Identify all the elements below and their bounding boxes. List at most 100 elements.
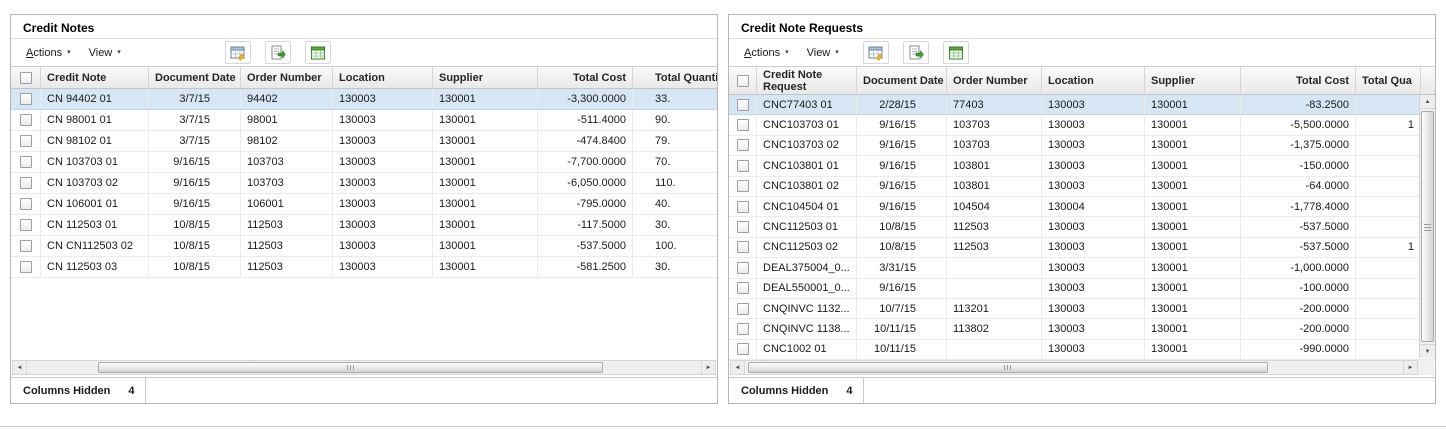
row-checkbox[interactable] bbox=[736, 159, 749, 172]
horizontal-scrollbar[interactable]: ◄ ► bbox=[12, 360, 716, 375]
cell-location: 130003 bbox=[1042, 258, 1145, 278]
table-row[interactable]: CN 98001 01 3/7/15 98001 130003 130001 -511.4… bbox=[11, 110, 717, 131]
row-checkbox[interactable] bbox=[736, 98, 749, 111]
table-row[interactable]: CNQINVC 1138... 10/11/15 113802 130003 13000… bbox=[729, 319, 1435, 340]
row-checkbox[interactable] bbox=[736, 261, 749, 274]
cell-order-number: 98102 bbox=[241, 131, 333, 151]
export-icon[interactable] bbox=[264, 41, 291, 64]
column-header-order-number[interactable]: Order Number bbox=[241, 67, 333, 88]
actions-menu-button[interactable]: Actions ▾ bbox=[17, 43, 80, 63]
column-header-supplier[interactable]: Supplier bbox=[1145, 67, 1241, 94]
column-header-document-date[interactable]: Document Date bbox=[857, 67, 947, 94]
column-header-location[interactable]: Location bbox=[1042, 67, 1145, 94]
row-checkbox[interactable] bbox=[19, 219, 32, 231]
horizontal-scrollbar[interactable]: ◄ ► bbox=[730, 360, 1418, 375]
cell-total-qua bbox=[1356, 339, 1421, 360]
cell-total-cost: -1,375.0000 bbox=[1241, 135, 1356, 156]
actions-menu-button[interactable]: Actions ▾ bbox=[735, 43, 798, 63]
row-checkbox[interactable] bbox=[736, 302, 749, 315]
table-row[interactable]: CNC1002 01 10/11/15 130003 130001 -990.0000 bbox=[729, 339, 1435, 361]
cell-document-date: 9/16/15 bbox=[857, 115, 947, 135]
scroll-down-arrow[interactable]: ▼ bbox=[1420, 344, 1435, 358]
table-row[interactable]: CN 106001 01 9/16/15 106001 130003 130001 -79… bbox=[11, 194, 717, 215]
vertical-scrollbar-thumb[interactable] bbox=[1421, 111, 1434, 342]
cell-total-cost: -7,700.0000 bbox=[538, 152, 633, 172]
row-checkbox[interactable] bbox=[19, 93, 32, 105]
row-checkbox[interactable] bbox=[19, 114, 32, 126]
row-checkbox[interactable] bbox=[736, 322, 749, 335]
row-checkbox[interactable] bbox=[736, 119, 749, 132]
cell-total-cost: -581.2500 bbox=[538, 257, 633, 277]
table-row[interactable]: DEAL550001_0... 9/16/15 130003 130001 -100.0… bbox=[729, 278, 1435, 299]
scroll-right-arrow[interactable]: ► bbox=[701, 361, 715, 374]
row-checkbox[interactable] bbox=[19, 198, 32, 210]
row-checkbox[interactable] bbox=[736, 139, 749, 152]
view-menu-button[interactable]: View ▾ bbox=[80, 43, 130, 63]
table-row[interactable]: CNC112503 01 10/8/15 112503 130003 130001 -53… bbox=[729, 217, 1435, 238]
column-header-total-qua[interactable]: Total Qua bbox=[1356, 67, 1421, 94]
table-row[interactable]: CN 112503 01 10/8/15 112503 130003 130001 -11… bbox=[11, 215, 717, 236]
cell-total-cost: -537.5000 bbox=[538, 236, 633, 256]
table-row[interactable]: CNC103703 02 9/16/15 103703 130003 130001 -1,… bbox=[729, 135, 1435, 157]
table-row[interactable]: CN 112503 03 10/8/15 112503 130003 130001 -58… bbox=[11, 257, 717, 278]
table-row[interactable]: CNC77403 01 2/28/15 77403 130003 130001 -83.2… bbox=[729, 95, 1435, 116]
row-checkbox[interactable] bbox=[19, 135, 32, 147]
table-row[interactable]: CN 103703 01 9/16/15 103703 130003 130001 -7,… bbox=[11, 152, 717, 173]
column-header-credit-note-request[interactable]: Credit Note Request bbox=[757, 67, 857, 94]
table-row[interactable]: CNC104504 01 9/16/15 104504 130004 130001 -1,… bbox=[729, 196, 1435, 218]
cell-location: 130003 bbox=[1042, 217, 1145, 237]
export-to-excel-icon[interactable] bbox=[304, 41, 331, 64]
view-menu-button[interactable]: View ▾ bbox=[798, 43, 848, 63]
row-checkbox[interactable] bbox=[19, 240, 32, 252]
cell-total-qua bbox=[1356, 217, 1421, 237]
table-row[interactable]: DEAL375004_0... 3/31/15 130003 130001 -1,000… bbox=[729, 258, 1435, 279]
column-header-order-number[interactable]: Order Number bbox=[947, 67, 1042, 94]
cell-location: 130003 bbox=[333, 215, 433, 235]
row-checkbox[interactable] bbox=[19, 156, 32, 168]
row-checkbox[interactable] bbox=[19, 177, 32, 189]
row-checkbox[interactable] bbox=[736, 221, 749, 234]
column-header-total-cost[interactable]: Total Cost bbox=[538, 67, 633, 88]
select-all-cell bbox=[729, 67, 757, 94]
credit-note-requests-panel: Credit Note Requests Actions ▾ View ▾ bbox=[728, 14, 1436, 404]
vertical-scrollbar[interactable]: ▲ ▼ bbox=[1419, 95, 1435, 358]
select-all-checkbox[interactable] bbox=[736, 74, 749, 87]
horizontal-scrollbar-thumb[interactable] bbox=[748, 362, 1268, 373]
scroll-left-arrow[interactable]: ◄ bbox=[13, 361, 27, 374]
column-header-credit-note[interactable]: Credit Note bbox=[41, 67, 149, 88]
scroll-up-arrow[interactable]: ▲ bbox=[1420, 95, 1435, 109]
detach-table-icon[interactable] bbox=[224, 41, 251, 64]
row-checkbox[interactable] bbox=[736, 241, 749, 254]
cell-total-qua: 1 bbox=[1356, 237, 1421, 258]
row-checkbox[interactable] bbox=[736, 180, 749, 193]
cell-total-quantit: 30. bbox=[633, 215, 717, 235]
table-row[interactable]: CNQINVC 1132... 10/7/15 113201 130003 130001… bbox=[729, 298, 1435, 320]
column-header-total-quantit[interactable]: Total Quantit bbox=[633, 67, 717, 88]
credit-notes-panel: Credit Notes Actions ▾ View ▾ bbox=[10, 14, 718, 404]
table-row[interactable]: CNC103703 01 9/16/15 103703 130003 130001 -5,… bbox=[729, 115, 1435, 136]
export-icon[interactable] bbox=[902, 41, 929, 64]
row-checkbox[interactable] bbox=[736, 282, 749, 295]
table-row[interactable]: CNC103801 01 9/16/15 103801 130003 130001 -15… bbox=[729, 156, 1435, 177]
column-header-total-cost[interactable]: Total Cost bbox=[1241, 67, 1356, 94]
column-header-supplier[interactable]: Supplier bbox=[433, 67, 538, 88]
table-row[interactable]: CNC112503 02 10/8/15 112503 130003 130001 -53… bbox=[729, 237, 1435, 259]
export-to-excel-icon[interactable] bbox=[942, 41, 969, 64]
column-header-document-date[interactable]: Document Date bbox=[149, 67, 241, 88]
table-row[interactable]: CN 103703 02 9/16/15 103703 130003 130001 -6,… bbox=[11, 173, 717, 194]
row-checkbox[interactable] bbox=[19, 261, 32, 273]
table-row[interactable]: CN 94402 01 3/7/15 94402 130003 130001 -3,300… bbox=[11, 89, 717, 110]
cell-total-cost: -117.5000 bbox=[538, 215, 633, 235]
table-row[interactable]: CN 98102 01 3/7/15 98102 130003 130001 -474.8… bbox=[11, 131, 717, 152]
row-checkbox[interactable] bbox=[736, 200, 749, 213]
horizontal-scrollbar-thumb[interactable] bbox=[98, 362, 603, 373]
table-row[interactable]: CNC103801 02 9/16/15 103801 130003 130001 -64… bbox=[729, 176, 1435, 197]
detach-table-icon[interactable] bbox=[862, 41, 889, 64]
column-header-location[interactable]: Location bbox=[333, 67, 433, 88]
chevron-down-icon: ▾ bbox=[117, 49, 121, 56]
select-all-checkbox[interactable] bbox=[19, 71, 32, 84]
scroll-right-arrow[interactable]: ► bbox=[1403, 361, 1417, 374]
table-row[interactable]: CN CN112503 02 10/8/15 112503 130003 130001-… bbox=[11, 236, 717, 257]
scroll-left-arrow[interactable]: ◄ bbox=[731, 361, 745, 374]
row-checkbox[interactable] bbox=[736, 343, 749, 356]
